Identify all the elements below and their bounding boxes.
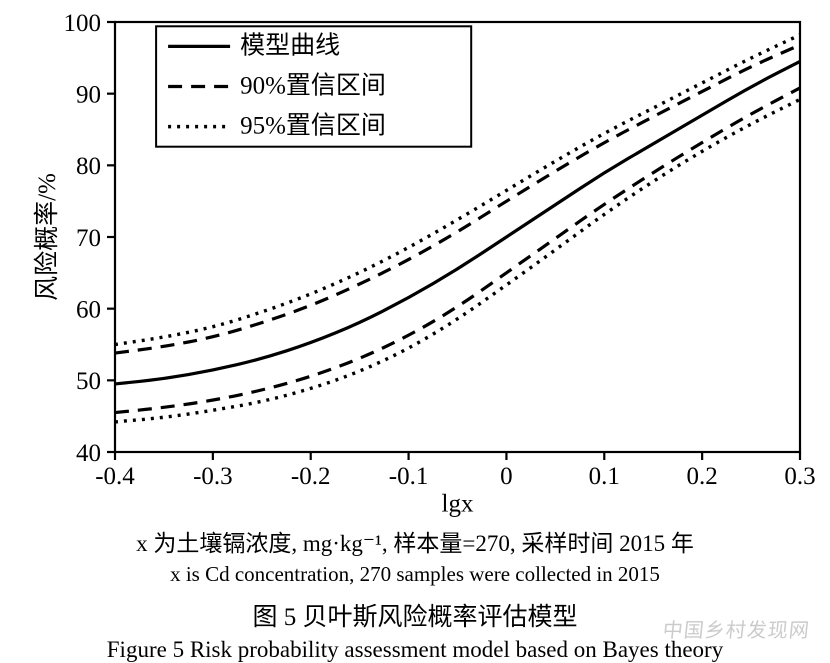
caption-title-en-text: Figure 5 Risk probability assessment mod…	[107, 637, 723, 662]
svg-text:-0.3: -0.3	[193, 463, 233, 490]
svg-text:70: 70	[76, 225, 101, 252]
svg-text:90: 90	[76, 81, 101, 108]
caption-title-zh: 图 5 贝叶斯风险概率评估模型	[0, 597, 830, 633]
svg-text:60: 60	[76, 296, 101, 323]
svg-text:0.1: 0.1	[589, 463, 620, 490]
svg-text:-0.4: -0.4	[95, 463, 135, 490]
caption-title-en: Figure 5 Risk probability assessment mod…	[0, 637, 830, 663]
svg-text:lgx: lgx	[442, 490, 474, 517]
legend-label-2: 95%置信区间	[240, 112, 386, 140]
svg-text:-0.2: -0.2	[291, 463, 331, 490]
svg-text:80: 80	[76, 153, 101, 180]
page-container: -0.4 -0.3 -0.2 -0.1 0 0.1 0.2 0.3 40 50 60 70 80 90 10…	[0, 0, 830, 661]
svg-text:100: 100	[64, 10, 102, 37]
svg-text:40: 40	[76, 440, 101, 467]
legend-label-0: 模型曲线	[240, 31, 340, 59]
caption-title-zh-text: 图 5 贝叶斯风险概率评估模型	[252, 604, 577, 631]
svg-text:0.2: 0.2	[687, 463, 718, 490]
risk-probability-chart: -0.4 -0.3 -0.2 -0.1 0 0.1 0.2 0.3 40 50 60 70 80 90 10…	[0, 0, 830, 520]
caption-note-zh-text: x 为土壤镉浓度, mg·kg⁻¹, 样本量=270, 采样时间 2015 年	[136, 531, 694, 556]
svg-text:-0.1: -0.1	[389, 463, 429, 490]
caption-note-en-text: x is Cd concentration, 270 samples were …	[170, 562, 660, 586]
svg-text:风险概率/%: 风险概率/%	[33, 173, 61, 301]
svg-text:50: 50	[76, 368, 101, 395]
caption-note-zh: x 为土壤镉浓度, mg·kg⁻¹, 样本量=270, 采样时间 2015 年	[0, 524, 830, 558]
svg-text:0: 0	[500, 463, 513, 490]
legend-label-1: 90%置信区间	[240, 72, 386, 100]
svg-text:0.3: 0.3	[784, 463, 815, 490]
caption-block: x 为土壤镉浓度, mg·kg⁻¹, 样本量=270, 采样时间 2015 年 …	[0, 524, 830, 663]
caption-note-en: x is Cd concentration, 270 samples were …	[0, 562, 830, 587]
